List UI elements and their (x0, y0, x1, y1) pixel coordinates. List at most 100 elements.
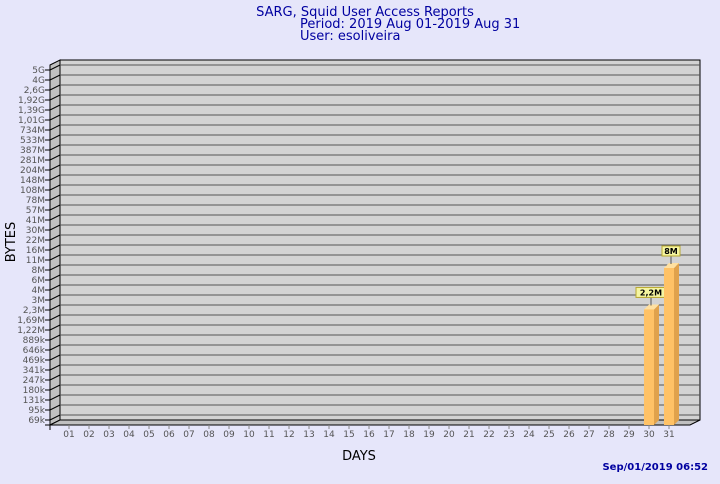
x-tick-label: 23 (503, 430, 514, 440)
bar-value-label: 8M (664, 247, 678, 256)
y-tick-slant (49, 264, 61, 271)
y-tick-slant (49, 74, 61, 81)
y-tick-slant (49, 344, 61, 351)
y-tick-slant (49, 274, 61, 281)
y-tick-label: 204M (20, 166, 45, 176)
bar-side (674, 263, 679, 425)
plot-back-wall (59, 59, 701, 421)
x-tick-label: 19 (423, 430, 435, 440)
y-tick-slant (49, 324, 61, 331)
x-tick-label: 05 (143, 430, 154, 440)
bar-top (644, 304, 659, 310)
bar-day-31 (664, 268, 674, 425)
x-tick-label: 25 (543, 430, 554, 440)
y-tick-label: 2,3M (23, 306, 45, 316)
y-tick-slant (49, 314, 61, 321)
y-tick-slant (49, 94, 61, 101)
y-tick-slant (49, 364, 61, 371)
y-tick-label: 1,92G (18, 96, 45, 106)
y-tick-label: 533M (20, 136, 45, 146)
chart-period: Period: 2019 Aug 01-2019 Aug 31 (300, 17, 520, 32)
x-tick-label: 24 (523, 430, 535, 440)
x-tick-label: 17 (383, 430, 394, 440)
y-tick-slant (49, 104, 61, 111)
timestamp: Sep/01/2019 06:52 (602, 462, 708, 473)
y-tick-label: 95k (28, 406, 45, 416)
x-tick-label: 11 (263, 430, 274, 440)
y-tick-slant (49, 144, 61, 151)
x-tick-label: 30 (643, 430, 655, 440)
plot-left-wall (49, 59, 61, 426)
y-tick-label: 889k (23, 336, 46, 346)
y-tick-label: 11M (26, 256, 45, 266)
y-tick-label: 281M (20, 156, 45, 166)
y-tick-label: 341k (23, 366, 46, 376)
x-tick-label: 14 (323, 430, 335, 440)
x-tick-label: 28 (603, 430, 615, 440)
y-axis-label: BYTES (4, 222, 19, 263)
x-tick-label: 31 (663, 430, 674, 440)
y-tick-label: 131k (23, 396, 46, 406)
y-tick-slant (49, 414, 61, 421)
x-tick-label: 09 (223, 430, 235, 440)
y-tick-label: 1,22M (17, 326, 45, 336)
y-tick-slant (49, 254, 61, 261)
y-tick-label: 8M (32, 266, 46, 276)
x-axis-label: DAYS (342, 449, 376, 464)
y-tick-slant (49, 244, 61, 251)
x-tick-label: 26 (563, 430, 575, 440)
y-tick-label: 4G (32, 76, 45, 86)
bar-top (664, 263, 679, 268)
y-tick-label: 387M (20, 146, 45, 156)
y-tick-slant (49, 194, 61, 201)
y-tick-label: 148M (20, 176, 45, 186)
x-tick-label: 29 (623, 430, 635, 440)
x-tick-label: 10 (243, 430, 255, 440)
y-tick-label: 469k (23, 356, 46, 366)
y-tick-label: 2,6G (24, 86, 45, 96)
y-tick-slant (49, 404, 61, 411)
y-tick-slant (49, 304, 61, 311)
bar-side (654, 304, 659, 425)
y-tick-slant (49, 374, 61, 381)
y-tick-slant (49, 174, 61, 181)
y-tick-slant (49, 184, 61, 191)
y-tick-label: 1,69M (17, 316, 45, 326)
y-tick-label: 247k (23, 376, 46, 386)
y-tick-label: 22M (26, 236, 45, 246)
x-tick-label: 27 (583, 430, 594, 440)
y-tick-label: 734M (20, 126, 45, 136)
y-tick-slant (49, 214, 61, 221)
y-tick-label: 646k (23, 346, 46, 356)
bar-value-label: 2,2M (640, 288, 662, 297)
y-tick-slant (49, 284, 61, 291)
y-tick-slant (49, 64, 61, 71)
y-tick-slant (49, 224, 61, 231)
x-tick-label: 12 (283, 430, 294, 440)
x-tick-label: 18 (403, 430, 415, 440)
y-tick-label: 41M (26, 216, 45, 226)
x-tick-label: 06 (163, 430, 175, 440)
y-tick-label: 180k (23, 386, 46, 396)
x-tick-label: 22 (483, 430, 494, 440)
y-tick-label: 3M (32, 296, 46, 306)
y-tick-label: 69k (28, 416, 45, 426)
y-tick-label: 108M (20, 186, 45, 196)
y-tick-label: 5G (32, 66, 45, 76)
y-tick-slant (49, 394, 61, 401)
y-tick-slant (49, 134, 61, 141)
y-tick-slant (49, 294, 61, 301)
chart-title: SARG, Squid User Access Reports (256, 5, 474, 20)
bar-day-30 (644, 309, 654, 425)
y-tick-slant (49, 334, 61, 341)
x-tick-label: 02 (83, 430, 94, 440)
y-tick-label: 57M (26, 206, 45, 216)
y-tick-label: 30M (26, 226, 45, 236)
y-tick-slant (49, 354, 61, 361)
plot-floor (49, 419, 701, 426)
x-tick-label: 21 (463, 430, 474, 440)
y-tick-slant (49, 124, 61, 131)
y-tick-label: 16M (26, 246, 45, 256)
y-tick-slant (49, 114, 61, 121)
